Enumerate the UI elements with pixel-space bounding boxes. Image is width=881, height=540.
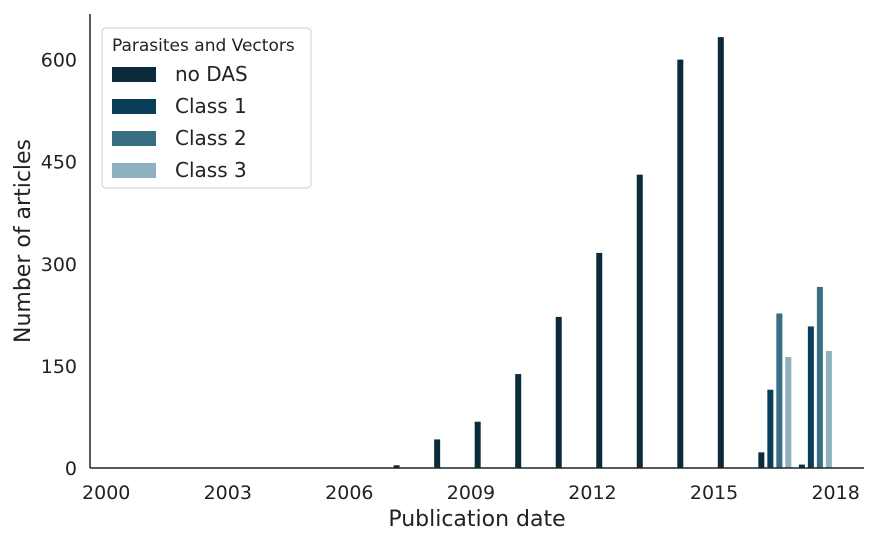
- x-tick-label: 2000: [82, 482, 130, 504]
- legend-swatch: [112, 131, 156, 146]
- y-tick-label: 450: [41, 152, 77, 174]
- bar: [785, 357, 792, 468]
- y-tick-labels: 0 150 300 450 600: [41, 50, 77, 480]
- x-tick-label: 2009: [447, 482, 495, 504]
- bar: [596, 252, 603, 468]
- bar: [758, 452, 765, 468]
- bar: [825, 350, 832, 468]
- bar: [434, 439, 441, 468]
- bar: [807, 326, 814, 468]
- bar: [767, 389, 774, 468]
- x-tick-labels: 2000 2003 2006 2009 2012 2015 2018: [82, 482, 860, 504]
- x-tick-label: 2006: [325, 482, 373, 504]
- bar: [677, 59, 684, 469]
- y-tick-label: 300: [41, 254, 77, 276]
- bar: [555, 316, 562, 468]
- y-tick-label: 600: [41, 50, 77, 72]
- bar: [393, 465, 400, 468]
- x-tick-label: 2012: [568, 482, 616, 504]
- bar: [636, 174, 643, 468]
- bar: [776, 313, 783, 468]
- legend-title: Parasites and Vectors: [112, 36, 295, 56]
- x-tick-label: 2018: [811, 482, 859, 504]
- x-tick-label: 2015: [690, 482, 738, 504]
- bar: [515, 374, 522, 468]
- legend-label: Class 2: [175, 126, 247, 150]
- legend: Parasites and Vectors no DAS Class 1 Class…: [101, 27, 312, 189]
- legend-items: no DAS Class 1 Class 2 Class 3: [112, 62, 248, 182]
- legend-label: no DAS: [175, 62, 248, 86]
- x-axis-title: Publication date: [388, 507, 565, 532]
- legend-swatch: [112, 67, 156, 82]
- bar: [798, 464, 805, 468]
- legend-swatch: [112, 163, 156, 178]
- legend-label: Class 1: [175, 94, 247, 118]
- bars-group: [393, 37, 832, 469]
- legend-label: Class 3: [175, 158, 247, 182]
- y-tick-label: 150: [41, 356, 77, 378]
- bar: [474, 421, 481, 468]
- x-tick-label: 2003: [204, 482, 252, 504]
- legend-swatch: [112, 99, 156, 114]
- y-tick-label: 0: [65, 458, 77, 480]
- bar: [717, 37, 724, 469]
- bar: [816, 286, 823, 468]
- y-axis-title: Number of articles: [11, 139, 36, 343]
